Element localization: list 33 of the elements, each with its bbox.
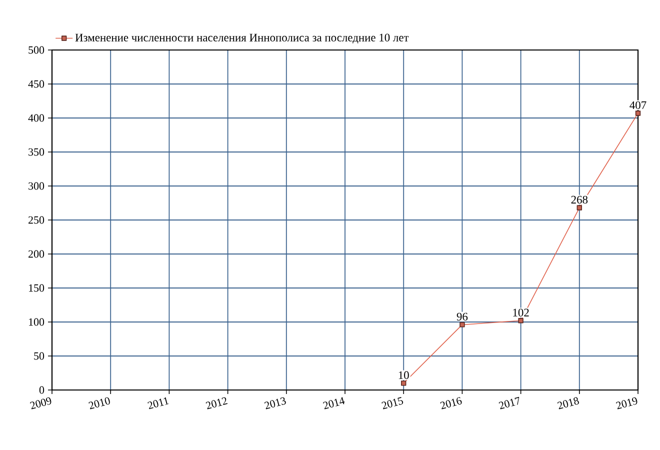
- x-tick-label: 2009: [30, 397, 52, 410]
- x-tick-label: 2012: [206, 397, 228, 410]
- x-tick-label: 2010: [88, 397, 110, 410]
- y-tick-label: 50: [34, 352, 44, 360]
- y-tick-label: 200: [28, 250, 44, 258]
- data-label: 102: [513, 308, 529, 316]
- y-tick-label: 400: [28, 114, 44, 122]
- y-tick-label: 500: [28, 46, 44, 54]
- x-tick-label: 2018: [557, 397, 579, 410]
- x-tick-label: 2014: [323, 397, 345, 410]
- y-tick-label: 100: [29, 318, 44, 326]
- data-label: 268: [571, 196, 588, 204]
- x-tick-label: 2016: [440, 397, 462, 410]
- point: [635, 110, 641, 116]
- y-tick-label: 150: [29, 284, 44, 292]
- x-tick-label: 2019: [616, 397, 638, 410]
- y-tick-label: 450: [28, 80, 44, 88]
- data-label: 10: [398, 371, 409, 379]
- data-label: 96: [456, 312, 468, 321]
- legend-label: Изменение численности населения Иннополиса за последние 10 лет: [75, 34, 409, 44]
- point: [518, 318, 524, 324]
- x-tick-label: 2011: [148, 397, 169, 410]
- y-tick-label: 350: [28, 148, 44, 156]
- y-tick-label: 0: [39, 386, 44, 394]
- point: [460, 322, 465, 328]
- point: [576, 205, 582, 210]
- point: [401, 380, 406, 386]
- y-tick-label: 250: [28, 216, 44, 224]
- y-tick-label: 300: [28, 182, 44, 190]
- x-tick-label: 2017: [498, 396, 520, 410]
- x-tick-label: 2013: [264, 397, 286, 410]
- x-tick-label: 2015: [382, 397, 404, 410]
- data-label: 407: [630, 101, 646, 110]
